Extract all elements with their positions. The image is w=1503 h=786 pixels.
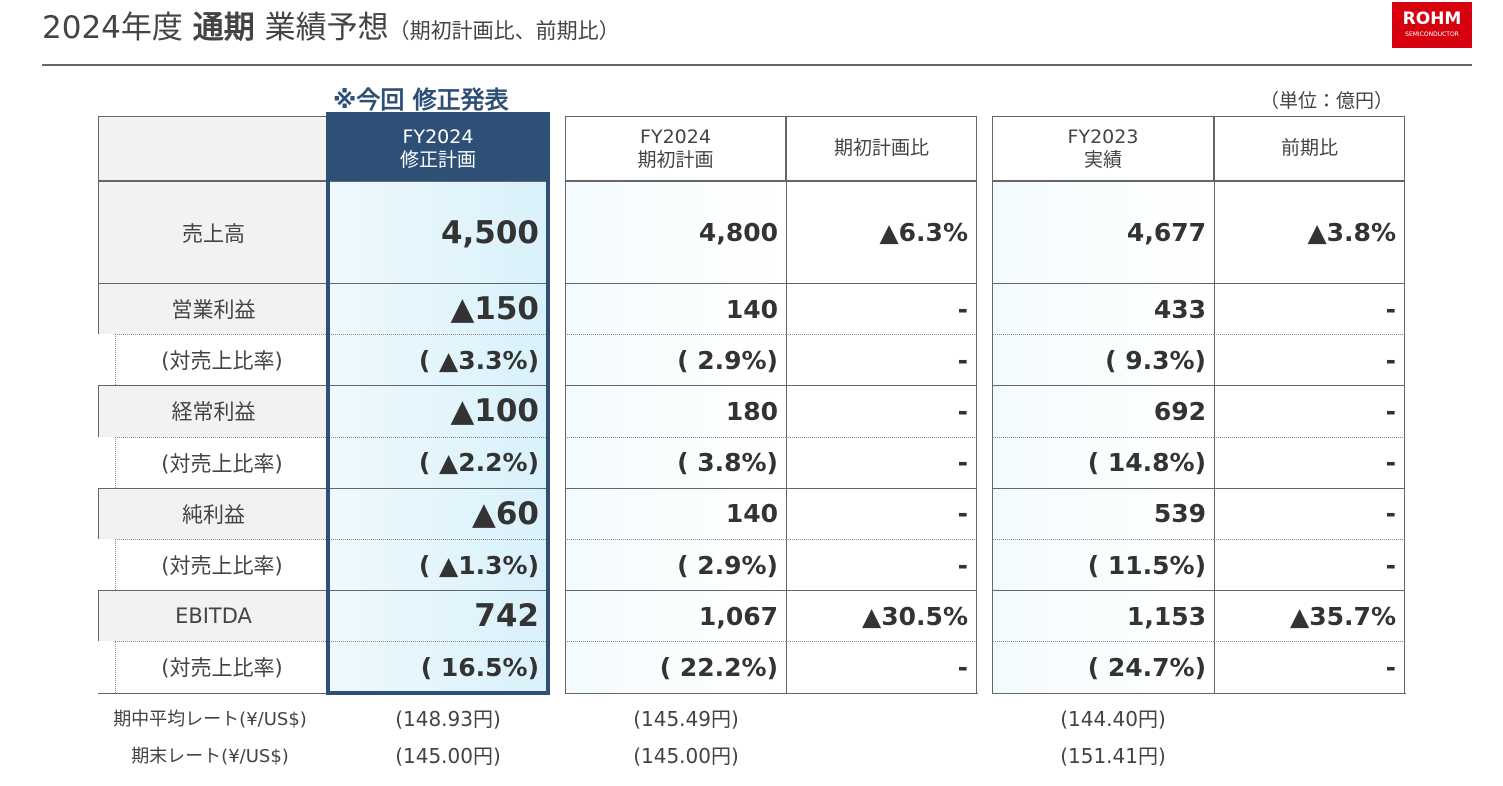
value-cell: - xyxy=(1214,283,1405,335)
value-cell: ( 16.5%) xyxy=(328,641,548,693)
column-header-line: 実績 xyxy=(1083,148,1122,171)
column-header-line: 前期比 xyxy=(1280,137,1338,159)
value-cell: ( 3.8%) xyxy=(565,436,786,488)
value-cell: ( 22.2%) xyxy=(565,641,786,693)
rate-value: (145.49円) xyxy=(633,707,739,731)
value-cell: ▲100 xyxy=(328,385,548,437)
column-header-line: 期初計画比 xyxy=(833,137,929,159)
value-cell: - xyxy=(786,539,977,591)
value-cell: - xyxy=(786,436,977,488)
value-cell: - xyxy=(1214,487,1405,539)
value-cell: ( 9.3%) xyxy=(992,334,1214,386)
table-bottom xyxy=(565,692,978,694)
logo: ROHM SEMICONDUCTOR xyxy=(1392,2,1472,48)
row-label: 売上高 xyxy=(98,181,328,283)
column-header-line: 期初計画 xyxy=(637,148,714,171)
row-label: 純利益 xyxy=(98,487,328,539)
column-header-line: 修正計画 xyxy=(399,148,476,171)
badge: ※今回 修正発表 xyxy=(333,86,509,114)
value-cell: 539 xyxy=(992,487,1214,539)
row-label: (対売上比率) xyxy=(115,334,328,386)
value-cell: ▲3.8% xyxy=(1214,181,1405,283)
value-cell: - xyxy=(1214,641,1405,693)
table-bottom xyxy=(992,692,1406,694)
value-cell: ( ▲3.3%) xyxy=(328,334,548,386)
value-cell: - xyxy=(1214,385,1405,437)
value-cell: 4,677 xyxy=(992,181,1214,283)
rate-label: 期中平均レート(¥/US$) xyxy=(113,709,307,730)
row-label: 経常利益 xyxy=(98,385,328,437)
column-header: FY2024 期初計画 xyxy=(565,116,786,181)
value-cell: - xyxy=(1214,436,1405,488)
value-cell: - xyxy=(1214,539,1405,591)
column-header: 前期比 xyxy=(1214,116,1405,181)
value-cell: - xyxy=(786,283,977,335)
value-cell: ▲6.3% xyxy=(786,181,977,283)
column-header-line: FY2024 xyxy=(640,125,711,148)
value-cell: 4,500 xyxy=(328,181,548,283)
rate-value: (151.41円) xyxy=(1060,744,1166,768)
value-cell: ( 2.9%) xyxy=(565,334,786,386)
value-cell: 140 xyxy=(565,487,786,539)
column-header-line: FY2023 xyxy=(1067,125,1139,148)
value-cell: ( 24.7%) xyxy=(992,641,1214,693)
rule xyxy=(42,64,1472,66)
value-cell: - xyxy=(786,487,977,539)
title: 2024年度 通期 業績予想（期初計画比、前期比） xyxy=(42,2,620,47)
title-sub: （期初計画比、前期比） xyxy=(388,19,620,43)
value-cell: ▲35.7% xyxy=(1214,590,1405,642)
value-cell: ( 11.5%) xyxy=(992,539,1214,591)
value-cell: ▲60 xyxy=(328,487,548,539)
row-label: (対売上比率) xyxy=(115,539,328,591)
rate-value: (144.40円) xyxy=(1060,707,1166,731)
row-label: 営業利益 xyxy=(98,283,328,335)
value-cell: 140 xyxy=(565,283,786,335)
value-cell: ( 14.8%) xyxy=(992,436,1214,488)
value-cell: 692 xyxy=(992,385,1214,437)
title-main: 業績予想 xyxy=(264,10,389,46)
value-cell: - xyxy=(786,641,977,693)
value-cell: 1,067 xyxy=(565,590,786,642)
value-cell: ▲30.5% xyxy=(786,590,977,642)
value-cell: ( ▲1.3%) xyxy=(328,539,548,591)
rate-value: (145.00円) xyxy=(395,744,501,768)
column-header: 期初計画比 xyxy=(786,116,977,181)
title-year: 2024年度 xyxy=(42,10,183,46)
highlight-frame xyxy=(326,112,550,695)
value-cell: 4,800 xyxy=(565,181,786,283)
value-cell: - xyxy=(786,334,977,386)
value-cell: 1,153 xyxy=(992,590,1214,642)
value-cell: ( 2.9%) xyxy=(565,539,786,591)
rate-label: 期末レート(¥/US$) xyxy=(131,746,289,767)
table-bottom xyxy=(98,692,549,694)
value-cell: 433 xyxy=(992,283,1214,335)
row-label: (対売上比率) xyxy=(115,436,328,488)
value-cell: - xyxy=(786,385,977,437)
logo-sub: SEMICONDUCTOR xyxy=(1405,31,1459,38)
value-cell: 180 xyxy=(565,385,786,437)
row-label: (対売上比率) xyxy=(115,641,328,693)
unit: （単位：億円） xyxy=(1260,90,1394,112)
column-header: FY2024 修正計画 xyxy=(328,116,548,181)
logo-text: ROHM xyxy=(1402,9,1462,29)
rate-value: (145.00円) xyxy=(633,744,739,768)
value-cell: - xyxy=(1214,334,1405,386)
column-header: FY2023 実績 xyxy=(992,116,1214,181)
column-header-line: FY2024 xyxy=(402,125,474,148)
header-label-cell xyxy=(98,116,328,181)
row-label: EBITDA xyxy=(98,590,328,642)
title-bold: 通期 xyxy=(192,10,255,46)
value-cell: 742 xyxy=(328,590,548,642)
rate-value: (148.93円) xyxy=(395,707,501,731)
